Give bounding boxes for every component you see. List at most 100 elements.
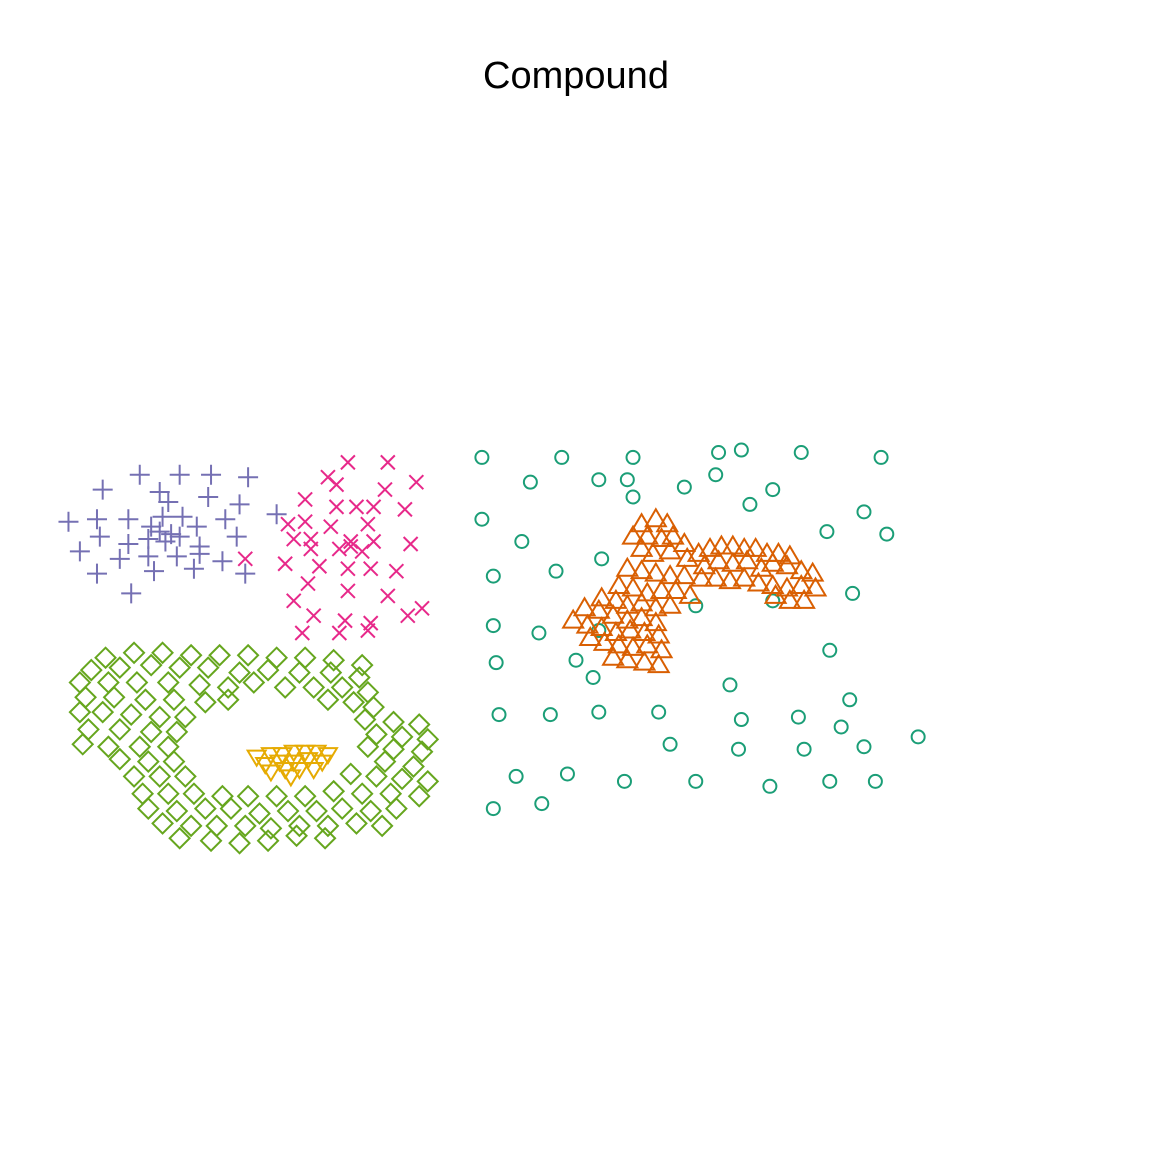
point-diamond-11 <box>108 656 132 680</box>
point-circle-10 <box>522 474 538 490</box>
point-triangle-down-16 <box>280 769 302 788</box>
point-triangle-up-40 <box>760 574 785 595</box>
point-diamond-44 <box>173 705 197 729</box>
point-diamond-8 <box>322 648 346 672</box>
point-circle-17 <box>819 524 835 540</box>
point-plus-28 <box>109 548 130 569</box>
point-circle-36 <box>542 707 558 723</box>
point-diamond-100 <box>288 814 311 838</box>
point-x-12 <box>297 514 313 530</box>
point-diamond-98 <box>233 814 257 838</box>
point-x-32 <box>380 588 396 604</box>
point-circle-11 <box>676 479 692 495</box>
point-diamond-26 <box>242 671 266 694</box>
point-triangle-up-48 <box>664 578 688 599</box>
point-diamond-34 <box>162 688 186 712</box>
point-circle-33 <box>722 677 738 693</box>
point-x-33 <box>286 593 302 609</box>
point-plus-29 <box>138 546 159 567</box>
point-triangle-up-37 <box>718 569 742 590</box>
point-x-9 <box>365 499 382 515</box>
point-diamond-70 <box>339 762 363 786</box>
point-diamond-109 <box>313 826 337 850</box>
point-x-13 <box>323 518 339 535</box>
point-triangle-up-62 <box>615 608 640 629</box>
point-diamond-62 <box>108 747 132 771</box>
point-triangle-up-27 <box>775 554 799 575</box>
point-plus-34 <box>144 561 165 582</box>
point-triangle-up-20 <box>778 544 802 565</box>
point-triangle-up-59 <box>572 596 597 617</box>
point-triangle-up-55 <box>615 593 640 614</box>
point-plus-0 <box>129 464 150 485</box>
point-circle-32 <box>585 670 601 686</box>
point-triangle-down-15 <box>302 762 325 780</box>
point-diamond-4 <box>208 643 232 667</box>
point-circle-15 <box>765 482 781 498</box>
point-plus-6 <box>158 491 179 512</box>
point-diamond-36 <box>216 688 240 712</box>
point-x-5 <box>408 474 425 490</box>
point-triangle-up-45 <box>621 576 645 597</box>
point-diamond-56 <box>96 735 120 759</box>
point-diamond-10 <box>79 658 103 682</box>
point-triangle-up-9 <box>641 541 665 562</box>
point-plus-27 <box>69 541 90 562</box>
point-diamond-67 <box>122 765 146 788</box>
point-diamond-87 <box>193 797 217 820</box>
point-diamond-3 <box>179 643 203 667</box>
point-plus-16 <box>186 516 207 537</box>
point-diamond-91 <box>305 799 328 823</box>
point-diamond-81 <box>322 779 346 803</box>
point-diamond-46 <box>382 710 405 734</box>
point-x-35 <box>337 612 353 629</box>
point-circle-55 <box>534 796 550 812</box>
point-circle-18 <box>879 526 895 542</box>
point-diamond-104 <box>168 826 192 850</box>
point-diamond-63 <box>136 750 160 773</box>
point-triangle-up-12 <box>686 541 711 562</box>
point-diamond-103 <box>370 814 394 838</box>
point-diamond-64 <box>162 750 186 773</box>
point-triangle-up-34 <box>672 564 697 585</box>
point-triangle-up-58 <box>658 593 682 614</box>
point-x-30 <box>300 575 316 592</box>
point-diamond-52 <box>364 722 388 746</box>
point-plus-4 <box>92 479 113 500</box>
point-x-17 <box>343 533 359 550</box>
point-diamond-41 <box>91 700 115 724</box>
point-x-24 <box>311 558 328 574</box>
point-x-20 <box>303 541 319 557</box>
point-diamond-2 <box>151 641 174 665</box>
point-circle-40 <box>790 709 806 725</box>
point-diamond-32 <box>102 685 126 709</box>
point-circle-45 <box>662 736 678 752</box>
point-circle-50 <box>688 773 704 789</box>
point-diamond-37 <box>316 688 340 712</box>
point-diamond-33 <box>134 688 157 712</box>
point-triangle-up-57 <box>644 596 668 617</box>
point-diamond-99 <box>259 816 283 840</box>
point-diamond-60 <box>382 737 405 761</box>
point-diamond-38 <box>342 690 366 714</box>
point-triangle-up-56 <box>629 591 654 612</box>
point-diamond-105 <box>199 829 223 853</box>
point-circle-28 <box>688 598 704 614</box>
point-triangle-up-1 <box>644 507 668 528</box>
point-triangle-up-51 <box>778 588 802 609</box>
point-triangle-up-26 <box>760 551 785 572</box>
point-circle-20 <box>594 551 610 567</box>
point-x-28 <box>237 551 253 567</box>
point-circle-8 <box>591 472 607 488</box>
point-circle-34 <box>842 692 858 708</box>
point-plus-36 <box>235 563 256 584</box>
point-diamond-84 <box>407 784 431 808</box>
point-circle-48 <box>559 766 575 782</box>
point-circle-37 <box>591 704 607 720</box>
point-diamond-85 <box>136 797 160 820</box>
point-diamond-66 <box>402 755 425 778</box>
point-circle-43 <box>796 741 812 757</box>
point-diamond-75 <box>156 782 180 806</box>
point-diamond-18 <box>319 661 343 684</box>
point-diamond-42 <box>119 703 143 727</box>
